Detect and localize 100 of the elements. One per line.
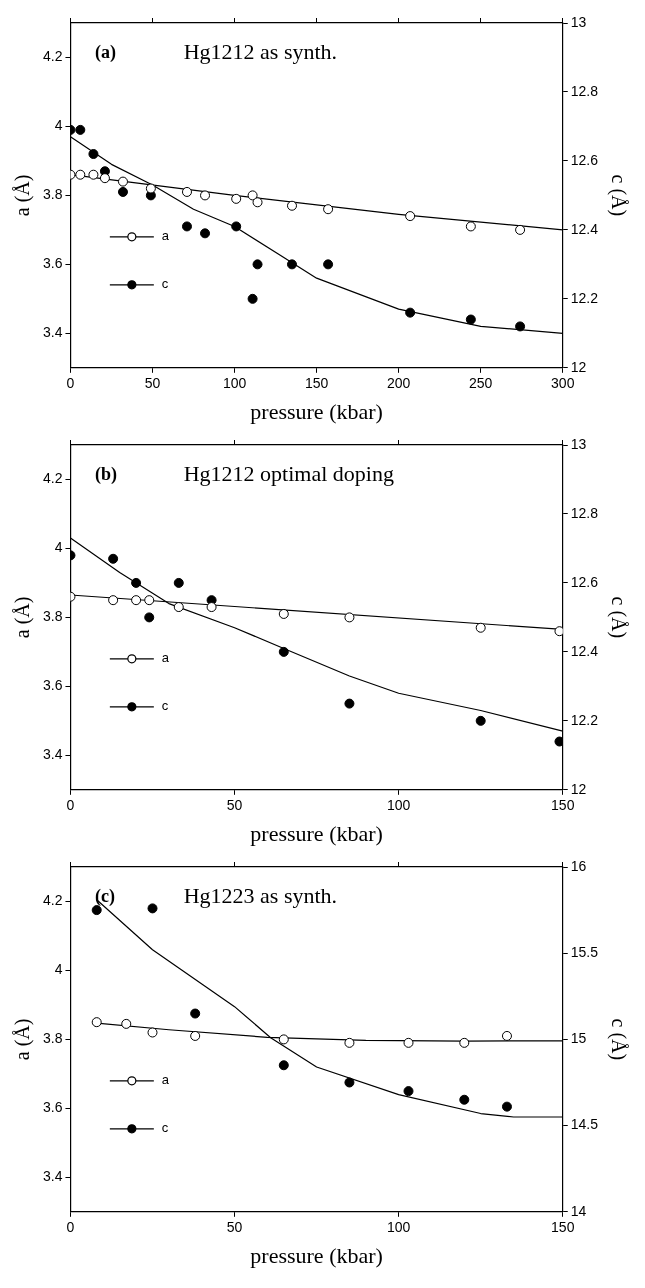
y2-axis-title: c (Å) — [606, 596, 630, 639]
point — [181, 221, 192, 232]
point — [91, 1017, 102, 1028]
point — [147, 1027, 158, 1038]
point — [405, 211, 416, 222]
point — [403, 1037, 414, 1048]
point — [231, 221, 242, 232]
y-tick-label: 4.2 — [42, 48, 63, 65]
x-tick-label: 150 — [551, 1219, 575, 1236]
point — [278, 1034, 289, 1045]
point — [403, 1086, 414, 1097]
point — [117, 186, 128, 197]
point — [344, 1037, 355, 1048]
y2-tick-label: 12.8 — [570, 504, 599, 521]
y-tick-label: 4.2 — [42, 470, 63, 487]
x-tick-label: 100 — [222, 375, 247, 392]
point — [278, 608, 289, 619]
point — [206, 602, 217, 613]
point — [117, 176, 128, 187]
point — [465, 314, 476, 325]
y2-tick-label: 15 — [570, 1030, 587, 1047]
point — [459, 1037, 470, 1048]
y2-tick-label: 12 — [570, 358, 587, 375]
y2-tick-label: 14 — [570, 1202, 587, 1219]
x-tick-label: 50 — [144, 375, 161, 392]
point — [405, 307, 416, 318]
y2-tick-label: 12.4 — [570, 642, 599, 659]
point — [99, 173, 110, 184]
x-tick-label: 250 — [469, 375, 493, 392]
y-tick-label: 3.8 — [42, 1030, 63, 1047]
point — [181, 186, 192, 197]
point — [459, 1094, 470, 1105]
text: Hg1212 optimal doping — [183, 460, 394, 486]
y2-tick-label: 15.5 — [570, 944, 599, 961]
text: Hg1223 as synth. — [183, 882, 338, 908]
legend-label: c — [161, 698, 169, 714]
y2-tick-label: 12.6 — [570, 151, 599, 168]
point — [88, 149, 99, 160]
y2-axis-title: c (Å) — [606, 1018, 630, 1061]
point — [515, 224, 526, 235]
y-tick-label: 3.4 — [42, 324, 63, 341]
point — [121, 1018, 132, 1029]
point — [475, 622, 486, 633]
point — [252, 197, 263, 208]
annotation: (a) — [95, 41, 117, 63]
legend-label: a — [161, 1072, 170, 1088]
point — [75, 169, 86, 180]
x-tick-label: 50 — [226, 797, 243, 814]
point — [501, 1030, 512, 1041]
text: Hg1212 as synth. — [183, 38, 338, 64]
y-tick-label: 3.4 — [42, 746, 63, 763]
y-axis-title: a (Å) — [11, 596, 35, 639]
y-tick-label: 3.6 — [42, 255, 63, 272]
point — [147, 903, 158, 914]
y2-tick-label: 12.6 — [570, 573, 599, 590]
point — [173, 602, 184, 613]
x-tick-label: 150 — [551, 797, 575, 814]
y-tick-label: 3.8 — [42, 186, 63, 203]
point — [278, 1060, 289, 1071]
x-tick-label: 0 — [66, 797, 75, 814]
point — [173, 577, 184, 588]
point — [108, 553, 119, 564]
y2-tick-label: 12 — [570, 780, 587, 797]
point — [501, 1101, 512, 1112]
y2-tick-label: 12.8 — [570, 82, 599, 99]
x-tick-label: 150 — [304, 375, 329, 392]
point — [88, 169, 99, 180]
legend-label: a — [161, 650, 170, 666]
point — [190, 1008, 201, 1019]
point — [91, 905, 102, 916]
point — [465, 221, 476, 232]
point — [286, 259, 297, 270]
y-tick-label: 4 — [54, 539, 63, 556]
y-axis-title: a (Å) — [11, 174, 35, 217]
point — [200, 228, 211, 239]
y2-tick-label: 13 — [570, 13, 587, 30]
x-axis-title: pressure (kbar) — [250, 398, 383, 424]
point — [344, 1077, 355, 1088]
y-tick-label: 3.4 — [42, 1168, 63, 1185]
point — [108, 595, 119, 606]
x-tick-label: 300 — [551, 375, 575, 392]
y-tick-label: 4.2 — [42, 892, 63, 909]
x-tick-label: 200 — [386, 375, 411, 392]
point — [144, 595, 155, 606]
y2-tick-label: 16 — [570, 857, 587, 874]
annotation: (b) — [95, 463, 118, 485]
y2-tick-label: 13 — [570, 435, 587, 452]
point — [323, 259, 334, 270]
x-tick-label: 0 — [66, 1219, 75, 1236]
legend-label: c — [161, 1120, 169, 1136]
x-tick-label: 100 — [386, 797, 411, 814]
point — [554, 736, 563, 747]
x-axis-title: pressure (kbar) — [250, 820, 383, 846]
y-tick-label: 3.8 — [42, 608, 63, 625]
point — [131, 577, 142, 588]
y-tick-label: 4 — [54, 961, 63, 978]
y2-tick-label: 12.2 — [570, 289, 599, 306]
y-tick-label: 4 — [54, 117, 63, 134]
y-axis-title: a (Å) — [11, 1018, 35, 1061]
point — [131, 595, 142, 606]
